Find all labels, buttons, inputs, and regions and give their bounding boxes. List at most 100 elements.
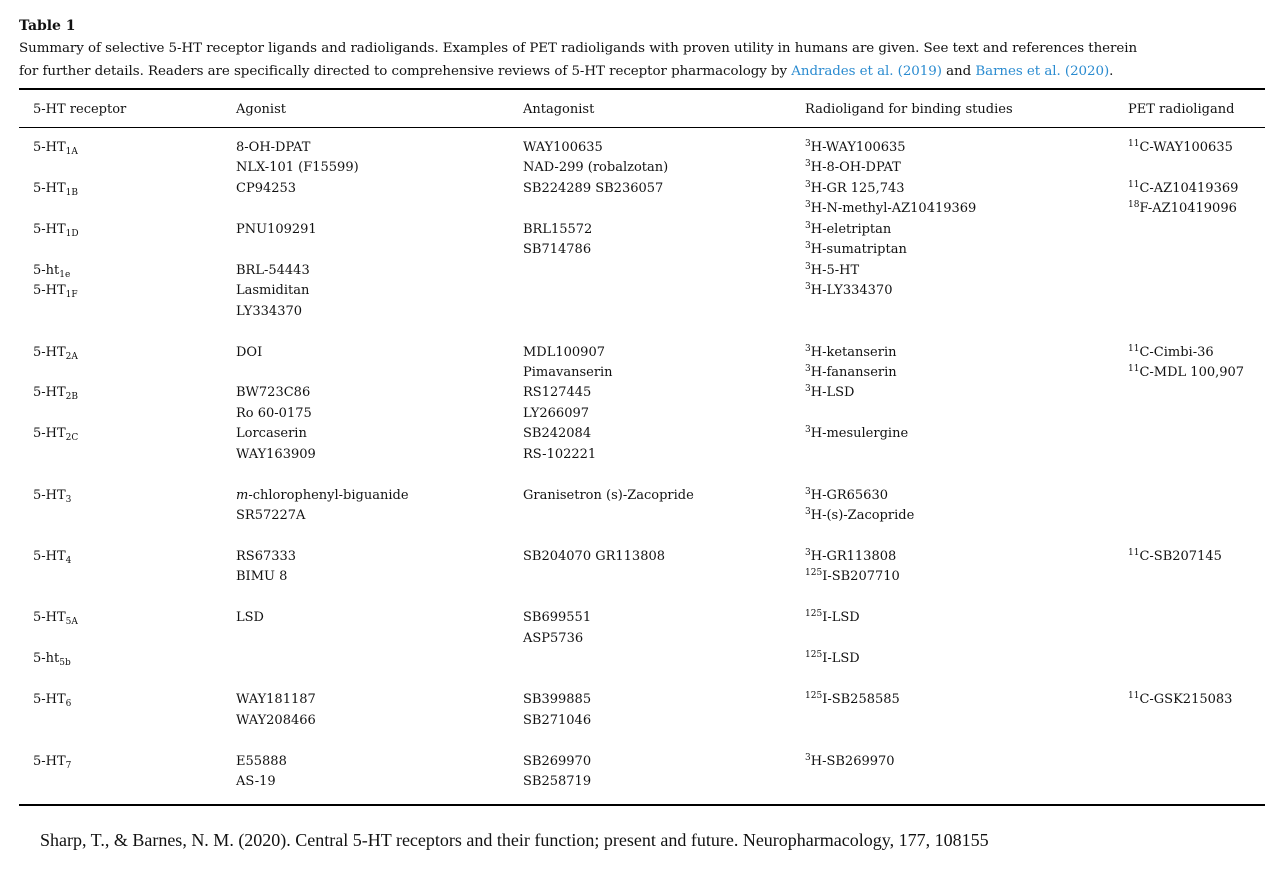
agonist-name: WAY181187	[236, 692, 316, 708]
receptor-subtype: 1B	[65, 187, 79, 198]
agonist-cell: m-chlorophenyl-biguanide	[236, 486, 409, 506]
antagonist-name: SB714786	[523, 242, 592, 258]
receptor-cell: 5-HT1F	[33, 281, 78, 301]
antagonist-cell: SB269970	[523, 752, 591, 772]
header-radioligand: Radioligand for binding studies	[805, 102, 1013, 117]
isotope-mass: 18	[1128, 200, 1140, 211]
agonist-cell: Lasmiditan	[236, 281, 309, 301]
agonist-name: WAY163909	[236, 446, 316, 462]
isotope-mass: 3	[805, 241, 811, 252]
isotope-mass: 3	[805, 179, 811, 190]
caption-line-1: Summary of selective 5-HT receptor ligan…	[19, 41, 1138, 56]
table-label: Table 1	[19, 18, 76, 34]
isotope-mass: 3	[805, 139, 811, 149]
receptor-name: 5-HT	[33, 180, 66, 196]
receptor-name: 5-HT	[33, 426, 66, 442]
radioligand-name: I-LSD	[822, 610, 860, 626]
isotope-mass: 3	[805, 200, 811, 211]
header-pet-radioligand: PET radioligand	[1128, 102, 1235, 117]
radioligand-cell: 125I-SB207710	[805, 567, 900, 587]
isotope-mass: 3	[805, 220, 811, 231]
receptor-cell: 5-HT2A	[33, 343, 78, 363]
radioligand-cell: 3H-sumatriptan	[805, 240, 907, 260]
radioligand-cell: 3H-ketanserin	[805, 343, 897, 363]
receptor-name: 5-HT	[33, 140, 66, 155]
agonist-cell: RS67333	[236, 547, 296, 567]
receptor-cell: 5-HT2C	[33, 424, 78, 444]
antagonist-name: SB204070 GR113808	[523, 549, 666, 564]
antagonist-name: RS127445	[523, 385, 592, 401]
radioligand-name: I-SB258585	[822, 692, 900, 708]
header-antagonist: Antagonist	[523, 102, 595, 117]
radioligand-cell: 3H-GR113808	[805, 547, 896, 567]
header-agonist: Agonist	[236, 102, 286, 117]
header-rule	[19, 127, 1265, 128]
radioligand-cell: 3H-LSD	[805, 383, 854, 403]
receptor-cell: 5-ht5b	[33, 649, 71, 669]
agonist-name: DOI	[236, 344, 263, 360]
pet-radioligand-name: C-WAY100635	[1139, 140, 1233, 155]
receptor-subtype: 5A	[65, 617, 78, 628]
isotope-mass: 3	[805, 343, 811, 354]
caption-text: and	[941, 64, 976, 79]
isotope-mass: 3	[805, 486, 811, 497]
receptor-cell: 5-HT3	[33, 486, 71, 506]
antagonist-name: ASP5736	[523, 630, 584, 646]
agonist-cell: BW723C86	[236, 383, 310, 403]
pet-radioligand-cell: 11C-GSK215083	[1128, 690, 1232, 710]
receptor-cell: 5-HT1B	[33, 179, 78, 199]
pet-radioligand-cell: 11C-Cimbi-36	[1128, 343, 1214, 363]
antagonist-cell: SB258719	[523, 772, 591, 792]
antagonist-cell: SB271046	[523, 711, 591, 731]
antagonist-cell: BRL15572	[523, 220, 592, 240]
radioligand-cell: 3H-(s)-Zacopride	[805, 506, 914, 526]
radioligand-name: H-LY334370	[810, 283, 893, 299]
agonist-cell: PNU109291	[236, 220, 317, 240]
reference-link-andrades[interactable]: Andrades et al. (2019)	[791, 64, 942, 79]
receptor-name: 5-HT	[33, 549, 66, 564]
antagonist-cell: NAD-299 (robalzotan)	[523, 158, 668, 178]
antagonist-cell: SB699551	[523, 608, 591, 628]
receptor-subtype: 1e	[59, 269, 71, 280]
agonist-cell: 8-OH-DPAT	[236, 138, 310, 158]
radioligand-name: H-LSD	[810, 385, 855, 401]
receptor-subtype: 5b	[59, 658, 71, 669]
pet-radioligand-cell: 18F-AZ10419096	[1128, 199, 1237, 219]
antagonist-cell: Pimavanserin	[523, 363, 613, 383]
radioligand-cell: 125I-SB258585	[805, 690, 900, 710]
pet-radioligand-name: C-SB207145	[1139, 549, 1222, 564]
radioligand-name: H-8-OH-DPAT	[810, 160, 901, 176]
top-rule	[19, 88, 1265, 90]
pet-radioligand-name: C-AZ10419369	[1139, 180, 1239, 196]
receptor-name: 5-HT	[33, 385, 66, 401]
reference-link-barnes[interactable]: Barnes et al. (2020)	[975, 64, 1110, 79]
antagonist-name: RS-102221	[523, 446, 597, 462]
agonist-name: BW723C86	[236, 385, 311, 401]
antagonist-cell: RS127445	[523, 383, 591, 403]
header-receptor: 5-HT receptor	[33, 102, 127, 117]
isotope-mass: 3	[805, 752, 811, 763]
receptor-name: 5-HT	[33, 487, 66, 503]
agonist-italic-prefix: m	[236, 487, 249, 503]
agonist-name: 8-OH-DPAT	[236, 140, 311, 155]
agonist-name: PNU109291	[236, 221, 317, 237]
radioligand-name: H-SB269970	[810, 753, 895, 769]
receptor-subtype: 7	[65, 760, 72, 771]
radioligand-cell: 3H-8-OH-DPAT	[805, 158, 901, 178]
agonist-name: CP94253	[236, 180, 297, 196]
receptor-cell: 5-HT7	[33, 752, 71, 772]
pet-radioligand-cell: 11C-MDL 100,907	[1128, 363, 1244, 383]
caption-line-2: for further details. Readers are specifi…	[19, 64, 1113, 79]
radioligand-name: H-GR 125,743	[810, 180, 905, 196]
receptor-name: 5-ht	[33, 262, 60, 278]
isotope-mass: 11	[1128, 343, 1140, 354]
isotope-mass: 3	[805, 507, 811, 518]
isotope-mass: 3	[805, 425, 811, 436]
agonist-name: SR57227A	[236, 508, 306, 524]
antagonist-name: SB399885	[523, 692, 592, 708]
caption-text: for further details. Readers are specifi…	[19, 64, 792, 79]
radioligand-name: I-LSD	[822, 651, 860, 667]
agonist-name: RS67333	[236, 549, 297, 564]
agonist-cell: WAY208466	[236, 711, 316, 731]
agonist-cell: BRL-54443	[236, 261, 310, 281]
